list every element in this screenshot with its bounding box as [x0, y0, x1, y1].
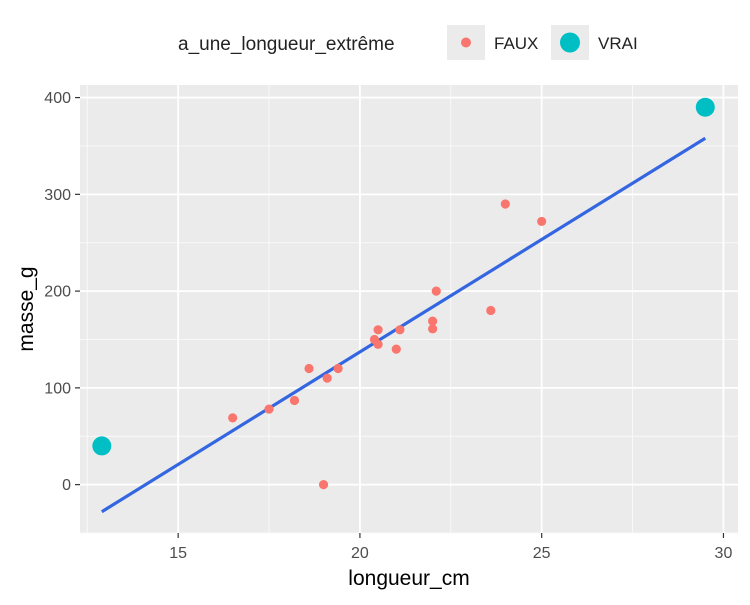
data-point-faux — [322, 373, 332, 383]
data-points — [92, 97, 715, 490]
data-point-faux — [304, 363, 314, 374]
x-axis: 15 20 25 30 — [169, 533, 732, 562]
y-axis: 0 100 200 300 400 — [44, 90, 80, 494]
grid-major — [80, 85, 738, 533]
data-point-faux — [373, 325, 383, 335]
data-point-faux — [373, 339, 383, 349]
data-point-faux — [431, 286, 441, 296]
x-tick-label: 15 — [169, 545, 187, 562]
data-point-faux — [428, 324, 438, 334]
data-point-faux — [391, 344, 401, 354]
legend-label-faux: FAUX — [494, 34, 538, 53]
y-axis-title: masse_g — [15, 266, 38, 351]
x-tick-label: 30 — [715, 545, 733, 562]
y-tick-label: 100 — [44, 380, 71, 397]
x-tick-label: 20 — [351, 545, 369, 562]
data-point-faux — [228, 413, 238, 423]
data-point-faux — [537, 216, 547, 227]
data-point-faux — [333, 363, 343, 374]
legend: a_une_longueur_extrême FAUX VRAI — [178, 25, 638, 60]
legend-key-vrai — [560, 32, 580, 53]
y-tick-label: 0 — [62, 477, 71, 494]
y-tick-label: 400 — [44, 90, 71, 107]
data-point-vrai — [92, 436, 112, 456]
trend-line — [100, 136, 707, 514]
data-point-faux — [264, 404, 274, 414]
legend-key-faux — [461, 37, 471, 48]
data-point-faux — [500, 199, 510, 209]
trend-line-group — [100, 136, 707, 514]
legend-label-vrai: VRAI — [598, 34, 638, 53]
data-point-faux — [486, 305, 496, 316]
grid-minor — [80, 85, 738, 534]
data-point-faux — [289, 395, 300, 406]
data-point-vrai — [695, 97, 715, 117]
y-tick-label: 300 — [44, 187, 71, 204]
data-point-faux — [318, 480, 329, 490]
legend-title: a_une_longueur_extrême — [178, 34, 395, 55]
x-tick-label: 25 — [533, 545, 551, 562]
data-point-faux — [428, 316, 438, 326]
y-tick-label: 200 — [44, 284, 71, 301]
x-axis-title: longueur_cm — [348, 567, 469, 590]
data-point-faux — [395, 325, 405, 335]
